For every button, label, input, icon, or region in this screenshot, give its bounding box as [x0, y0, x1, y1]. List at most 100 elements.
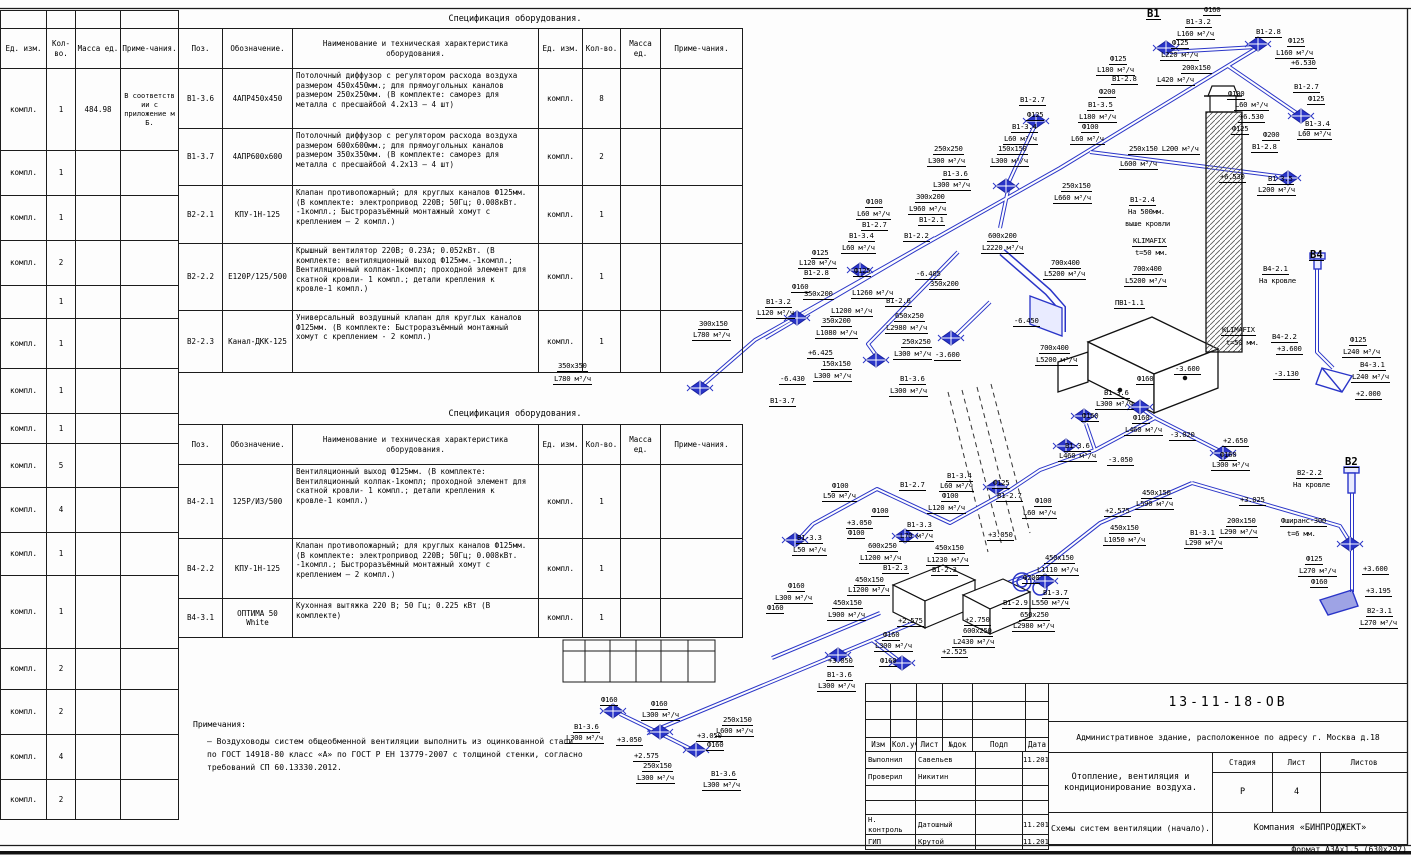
table-cell	[120, 285, 179, 319]
table-cell: №док	[942, 737, 973, 752]
table-row: компл. 1	[0, 368, 179, 414]
table-cell: 4	[46, 487, 76, 533]
table-cell	[660, 598, 743, 638]
table-cell	[916, 719, 943, 738]
col-header-unit: Ед. изм.	[538, 28, 583, 69]
table-cell	[942, 701, 973, 720]
table-row: компл. 1	[0, 318, 179, 369]
equipment-table-left: Ед. изм. Кол-во. Масса ед. Приме-чания. …	[0, 10, 179, 820]
table-cell	[620, 464, 661, 539]
table-cell: 125Р/ИЗ/500	[222, 464, 293, 539]
table-cell	[75, 443, 121, 488]
table-cell: 1	[46, 318, 76, 369]
table-cell	[942, 683, 973, 702]
table-cell	[660, 128, 743, 186]
table-cell	[975, 800, 1023, 815]
table-cell	[972, 719, 1026, 738]
empty-strip	[0, 10, 47, 29]
table-cell: 2	[46, 689, 76, 735]
table-cell: 2	[582, 128, 621, 186]
table-cell: компл.	[0, 318, 47, 369]
table-cell	[1025, 683, 1049, 702]
stage-label: Стадия	[1212, 752, 1273, 773]
table-cell	[620, 538, 661, 599]
table-cell: 2	[46, 648, 76, 690]
table-row: В4-2.2 КПУ-1Н-125 Клапан противопожарный; …	[178, 538, 743, 599]
table-cell	[120, 648, 179, 690]
table-cell	[120, 413, 179, 444]
table-cell	[975, 768, 1023, 786]
format-note: Формат А3Ах1.5 (630х297)	[1291, 845, 1407, 854]
table-cell: 1	[46, 285, 76, 319]
table-row: компл. 1	[0, 532, 179, 576]
table-cell	[890, 701, 917, 720]
table-row: В2-2.1 КПУ-1Н-125 Клапан противопожарный; …	[178, 185, 743, 244]
table-cell: 2	[46, 240, 76, 286]
table-cell: компл.	[0, 575, 47, 649]
table-cell	[75, 689, 121, 735]
titleblock-signatures: ВыполнилСавельев11.2018ПроверилНикитинН.…	[865, 751, 1049, 850]
table-cell	[865, 800, 916, 815]
table-cell: 1	[46, 413, 76, 444]
table-cell	[975, 751, 1023, 769]
table-cell	[75, 734, 121, 780]
table-cell	[75, 368, 121, 414]
table-cell: КПУ-1Н-125	[222, 538, 293, 599]
table-cell: компл.	[0, 368, 47, 414]
table-cell: компл.	[0, 487, 47, 533]
table-cell: Е120Р/125/500	[222, 243, 293, 311]
table-cell: В соответств ии с приложение м Б.	[120, 68, 179, 151]
table-cell: Клапан противопожарный; для круглых кана…	[292, 538, 539, 599]
table-cell: компл.	[538, 310, 583, 373]
table-cell	[620, 68, 661, 129]
table-cell: 1	[582, 464, 621, 539]
spec-table-1-title: Спецификация оборудования.	[448, 14, 582, 24]
sheets-total	[1320, 772, 1408, 813]
table-cell	[975, 814, 1023, 835]
table-cell: 1	[582, 598, 621, 638]
table-cell	[660, 185, 743, 244]
table-cell: компл.	[0, 195, 47, 241]
notes-body: – Воздуховоды систем общеобменной вентил…	[207, 737, 583, 772]
col-header-note: Приме-чания.	[660, 28, 743, 69]
table-cell	[120, 779, 179, 820]
table-cell	[865, 785, 916, 801]
table-cell	[916, 701, 943, 720]
table-cell: 8	[582, 68, 621, 129]
spec-table-1: Поз. Обозначение. Наименование и техниче…	[178, 28, 743, 373]
table-cell: компл.	[0, 779, 47, 820]
flexible-duct-spiral	[1012, 572, 1048, 596]
table-cell	[890, 683, 917, 702]
table-cell: 2	[46, 779, 76, 820]
table-cell	[120, 195, 179, 241]
stage-value: Р	[1212, 772, 1273, 813]
sheet-label: Лист	[1272, 752, 1321, 773]
table-cell: компл.	[0, 150, 47, 196]
spec-table-2: Поз. Обозначение. Наименование и техниче…	[178, 424, 743, 638]
table-cell: компл.	[538, 68, 583, 129]
table-cell	[1025, 719, 1049, 738]
table-cell	[660, 68, 743, 129]
table-cell	[75, 648, 121, 690]
titleblock-empty-grid	[865, 683, 1049, 738]
table-cell: Вентиляционный выход Ф125мм. (В комплект…	[292, 464, 539, 539]
table-cell: В1-3.6	[178, 68, 223, 129]
table-cell	[620, 185, 661, 244]
table-cell: В4-2.1	[178, 464, 223, 539]
table-row: Проверил Никитин	[865, 768, 1049, 786]
table-cell	[975, 785, 1023, 801]
table-cell: В4-2.2	[178, 538, 223, 599]
table-row: В2-2.2 Е120Р/125/500 Крышный вентилятор 22…	[178, 243, 743, 311]
col-header-designation: Обозначение.	[222, 28, 293, 69]
table-cell: компл.	[538, 185, 583, 244]
col-header-pos: Поз.	[178, 28, 223, 69]
table-cell	[120, 150, 179, 196]
table-cell: компл.	[538, 243, 583, 311]
table-cell: компл.	[0, 648, 47, 690]
table-row: компл. 1	[0, 150, 179, 196]
table-cell	[620, 310, 661, 373]
table-cell	[75, 195, 121, 241]
table-cell: компл.	[538, 538, 583, 599]
